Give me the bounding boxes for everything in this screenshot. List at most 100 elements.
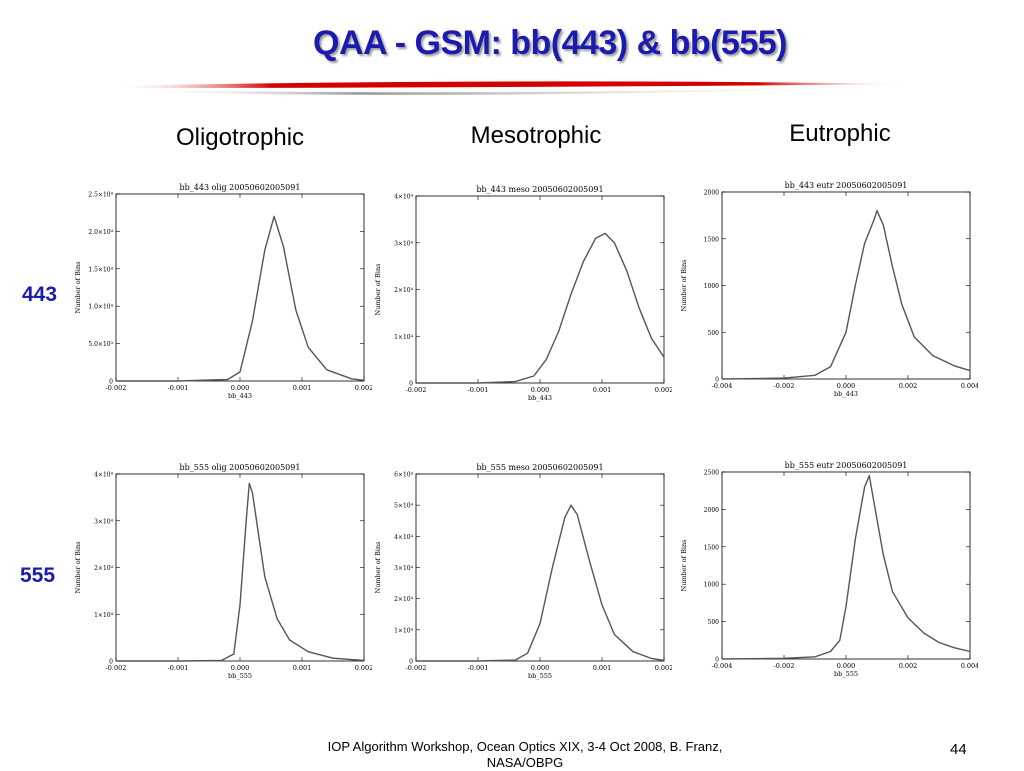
y-tick-label: 2000 bbox=[704, 190, 719, 197]
x-tick-label: 0.000 bbox=[837, 382, 856, 390]
y-axis-label: Number of Bins bbox=[74, 542, 82, 594]
x-tick-label: 0.004 bbox=[961, 662, 978, 670]
chart-svg: bb_443 olig 20050602005091 -0.002 -0.001 0.… bbox=[74, 183, 372, 400]
title-swoosh bbox=[110, 81, 920, 95]
x-tick-label: 0.000 bbox=[231, 664, 250, 672]
x-tick-label: 0.001 bbox=[293, 664, 312, 672]
x-tick-label: 0.002 bbox=[355, 384, 372, 392]
x-tick-label: -0.002 bbox=[774, 382, 795, 390]
y-tick-label: 1×10⁴ bbox=[394, 334, 413, 341]
chart-svg: bb_555 meso 20050602005091 -0.002 -0.001 0.… bbox=[374, 463, 672, 680]
y-tick-label: 1.0×10⁴ bbox=[88, 304, 113, 311]
chart-title: bb_555 olig 20050602005091 bbox=[180, 463, 301, 472]
chart-svg: bb_555 eutr 20050602005091 -0.004 -0.002 0.… bbox=[680, 461, 978, 678]
y-axis-label: Number of Bins bbox=[74, 262, 82, 314]
y-axis-label: Number of Bins bbox=[374, 264, 382, 316]
plot-frame bbox=[721, 471, 971, 660]
y-tick-label: 5.0×10³ bbox=[88, 341, 113, 348]
footer-citation: IOP Algorithm Workshop, Ocean Optics XIX… bbox=[327, 739, 723, 770]
y-tick-label: 4×10⁴ bbox=[394, 194, 413, 201]
column-header-oligotrophic: Oligotrophic bbox=[175, 124, 305, 151]
x-tick-label: 0.001 bbox=[593, 664, 612, 672]
y-tick-label: 4×10⁴ bbox=[394, 534, 413, 541]
x-axis-label: bb_443 bbox=[228, 392, 252, 400]
y-tick-label: 1000 bbox=[704, 283, 719, 290]
x-tick-label: -0.001 bbox=[168, 664, 189, 672]
y-tick-label: 4×10⁴ bbox=[94, 472, 113, 479]
y-tick-label: 5×10⁴ bbox=[394, 503, 413, 510]
row-label-555: 555 bbox=[20, 564, 56, 587]
y-tick-label: 1×10⁴ bbox=[94, 612, 113, 619]
chart-title: bb_443 eutr 20050602005091 bbox=[785, 181, 908, 190]
histogram-curve bbox=[116, 482, 365, 662]
x-tick-label: -0.001 bbox=[468, 664, 489, 672]
y-tick-label: 0 bbox=[109, 659, 113, 666]
histogram-bb443-olig: bb_443 olig 20050602005091 -0.002 -0.001 0.… bbox=[72, 178, 372, 408]
x-tick-label: 0.000 bbox=[837, 662, 856, 670]
histogram-bb443-meso: bb_443 meso 20050602005091 -0.002 -0.001 0.… bbox=[372, 180, 672, 410]
x-tick-label: -0.004 bbox=[712, 382, 733, 390]
plot-frame bbox=[115, 473, 365, 662]
plot-frame bbox=[415, 473, 665, 662]
histogram-curve bbox=[721, 475, 971, 660]
chart-svg: bb_443 eutr 20050602005091 -0.004 -0.002 0.… bbox=[680, 181, 978, 398]
y-axis-label: Number of Bins bbox=[374, 542, 382, 594]
histogram-bb443-eutr: bb_443 eutr 20050602005091 -0.004 -0.002 0.… bbox=[678, 176, 978, 406]
histogram-bb555-eutr: bb_555 eutr 20050602005091 -0.004 -0.002 0.… bbox=[678, 456, 978, 686]
x-tick-label: 0.002 bbox=[899, 662, 918, 670]
x-axis-label: bb_555 bbox=[528, 672, 552, 680]
histogram-bb555-olig: bb_555 olig 20050602005091 -0.002 -0.001 0.… bbox=[72, 458, 372, 688]
histogram-curve bbox=[721, 210, 971, 380]
x-tick-label: -0.001 bbox=[468, 386, 489, 394]
x-tick-label: -0.001 bbox=[168, 384, 189, 392]
x-axis-label: bb_443 bbox=[834, 390, 858, 398]
y-tick-label: 3×10⁴ bbox=[394, 240, 413, 247]
page-number: 44 bbox=[950, 741, 967, 758]
x-tick-label: 0.002 bbox=[899, 382, 918, 390]
y-tick-label: 2500 bbox=[704, 470, 719, 477]
x-tick-label: 0.001 bbox=[593, 386, 612, 394]
x-tick-label: -0.002 bbox=[774, 662, 795, 670]
y-tick-label: 2×10⁴ bbox=[94, 565, 113, 572]
x-tick-label: 0.002 bbox=[355, 664, 372, 672]
y-tick-label: 2×10⁴ bbox=[394, 287, 413, 294]
plot-frame bbox=[415, 195, 665, 384]
x-axis-label: bb_443 bbox=[528, 394, 552, 402]
chart-title: bb_443 meso 20050602005091 bbox=[476, 185, 603, 194]
y-tick-label: 0 bbox=[409, 659, 413, 666]
x-tick-label: -0.002 bbox=[406, 664, 427, 672]
y-tick-label: 1×10⁴ bbox=[394, 627, 413, 634]
chart-svg: bb_443 meso 20050602005091 -0.002 -0.001 0.… bbox=[374, 185, 672, 402]
y-tick-label: 2.0×10⁴ bbox=[88, 229, 113, 236]
chart-title: bb_555 meso 20050602005091 bbox=[476, 463, 603, 472]
y-axis-label: Number of Bins bbox=[680, 260, 688, 312]
y-tick-label: 3×10⁴ bbox=[394, 565, 413, 572]
column-header-mesotrophic: Mesotrophic bbox=[470, 122, 602, 149]
x-tick-label: 0.000 bbox=[231, 384, 250, 392]
slide-title: QAA - GSM: bb(443) & bb(555) bbox=[313, 24, 788, 62]
y-tick-label: 1.5×10⁴ bbox=[88, 266, 113, 273]
plot-frame bbox=[721, 191, 971, 380]
y-tick-label: 2×10⁴ bbox=[394, 596, 413, 603]
y-tick-label: 1000 bbox=[704, 582, 719, 589]
y-tick-label: 1500 bbox=[704, 544, 719, 551]
y-tick-label: 2.5×10⁴ bbox=[88, 192, 113, 199]
x-tick-label: 0.000 bbox=[531, 664, 550, 672]
column-header-eutrophic: Eutrophic bbox=[789, 120, 891, 147]
chart-title: bb_443 olig 20050602005091 bbox=[180, 183, 301, 192]
x-tick-label: -0.002 bbox=[106, 664, 127, 672]
x-tick-label: 0.002 bbox=[655, 664, 672, 672]
histogram-curve bbox=[416, 232, 665, 384]
x-tick-label: 0.000 bbox=[531, 386, 550, 394]
chart-title: bb_555 eutr 20050602005091 bbox=[785, 461, 908, 470]
x-tick-label: -0.002 bbox=[106, 384, 127, 392]
y-axis-label: Number of Bins bbox=[680, 540, 688, 592]
y-tick-label: 6×10⁴ bbox=[394, 472, 413, 479]
x-tick-label: -0.004 bbox=[712, 662, 733, 670]
x-tick-label: -0.002 bbox=[406, 386, 427, 394]
x-tick-label: 0.002 bbox=[655, 386, 672, 394]
y-tick-label: 1500 bbox=[704, 236, 719, 243]
y-tick-label: 0 bbox=[409, 381, 413, 388]
x-tick-label: 0.001 bbox=[293, 384, 312, 392]
y-tick-label: 0 bbox=[109, 379, 113, 386]
